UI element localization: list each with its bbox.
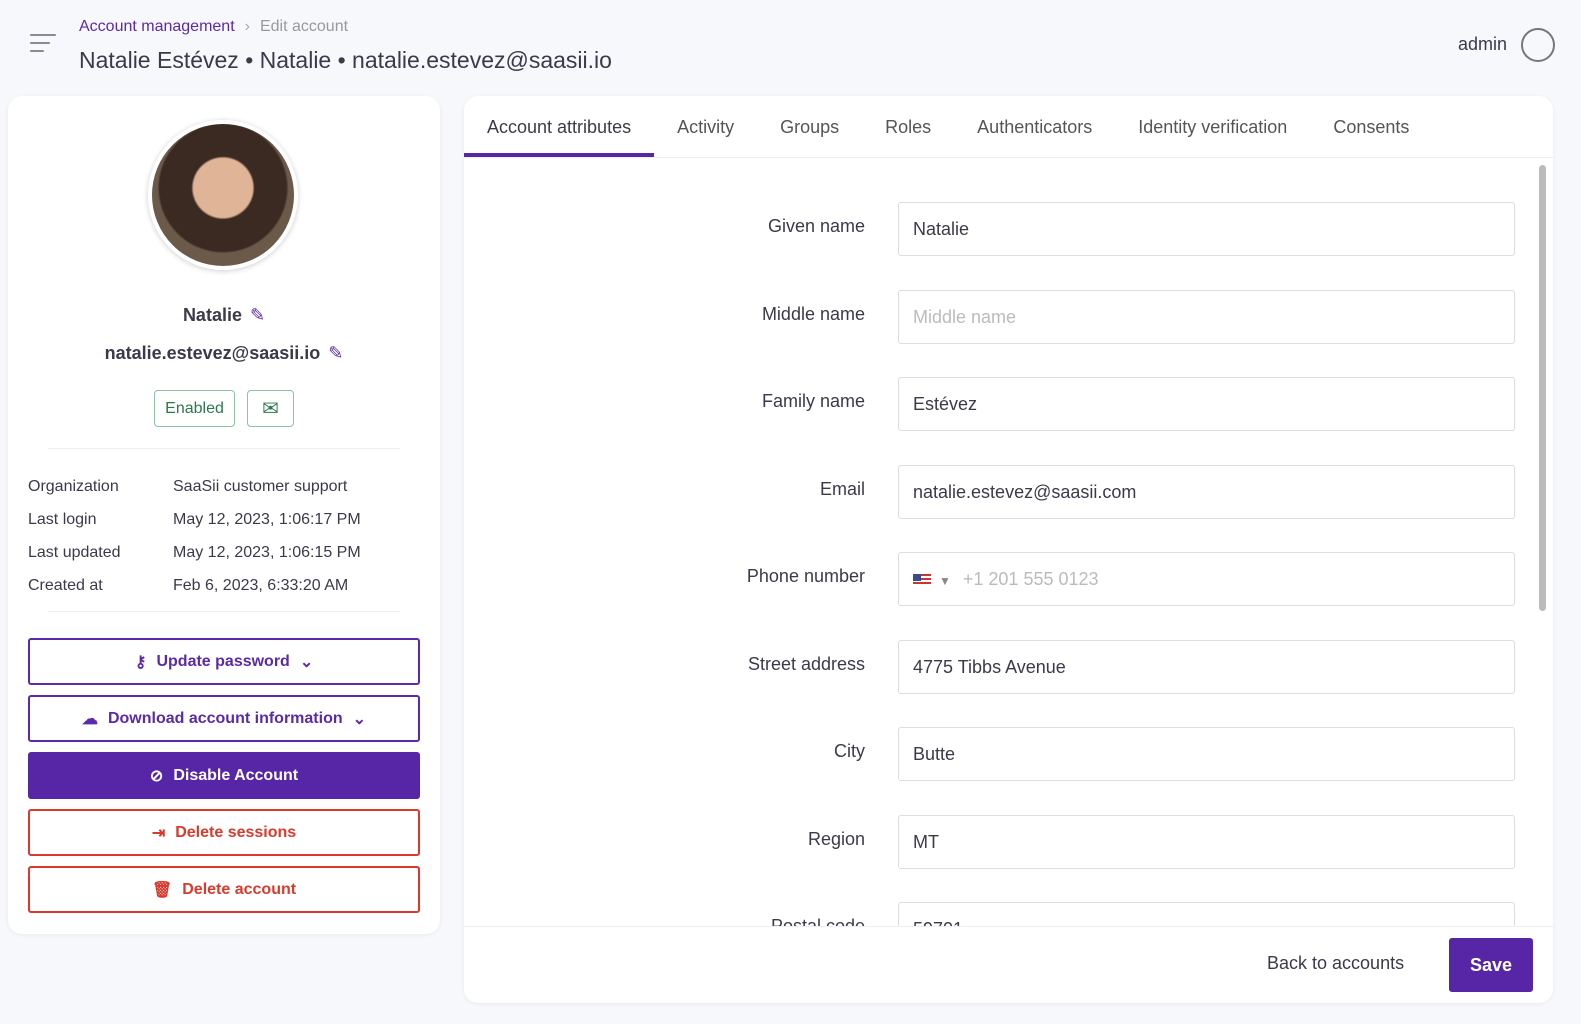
scrollbar[interactable]	[1539, 165, 1546, 611]
info-label: Last login	[28, 511, 97, 528]
us-flag-icon[interactable]	[913, 574, 931, 587]
save-button[interactable]: Save	[1449, 938, 1533, 992]
button-label: Update password	[156, 652, 290, 670]
key-icon: ⚷	[134, 653, 147, 671]
info-value: Feb 6, 2023, 6:33:20 AM	[173, 577, 349, 594]
button-label: Delete account	[182, 880, 297, 898]
phone-placeholder: +1 201 555 0123	[962, 569, 1099, 589]
breadcrumb: Account management › Edit account	[79, 18, 348, 36]
menu-icon[interactable]	[30, 34, 56, 58]
page-title: Natalie Estévez • Natalie • natalie.este…	[79, 47, 612, 73]
region-label: Region	[807, 829, 865, 849]
tab-authenticators[interactable]: Authenticators	[977, 117, 1093, 137]
info-label: Organization	[28, 478, 119, 495]
mail-icon[interactable]: ✉	[247, 390, 294, 427]
given-name-input[interactable]: Natalie	[898, 202, 1515, 256]
tab-groups[interactable]: Groups	[780, 117, 840, 137]
button-label: Disable Account	[173, 766, 299, 784]
info-value: May 12, 2023, 1:06:17 PM	[173, 511, 361, 528]
divider	[48, 611, 400, 612]
email-label: Email	[819, 479, 865, 499]
profile-email-row: natalie.estevez@saasii.io ✎	[0, 343, 448, 364]
city-input[interactable]: Butte	[898, 727, 1515, 781]
trash-icon: 🗑	[151, 881, 173, 899]
edit-pencil-icon[interactable]: ✎	[328, 343, 344, 363]
middle-name-label: Middle name	[761, 304, 865, 324]
profile-name: Natalie	[182, 305, 242, 325]
info-label: Last updated	[28, 544, 121, 561]
button-label: Delete sessions	[175, 823, 297, 841]
profile-email: natalie.estevez@saasii.io	[104, 343, 321, 363]
postal-code-label: Postal code	[770, 916, 865, 926]
status-badge: Enabled	[154, 390, 235, 427]
logout-icon: ⇥	[151, 824, 166, 842]
disable-account-button[interactable]: ⊘ Disable Account	[28, 752, 420, 799]
tab-account-attributes[interactable]: Account attributes	[464, 96, 655, 157]
street-input[interactable]: 4775 Tibbs Avenue	[898, 640, 1515, 694]
profile-name-row: Natalie ✎	[0, 305, 448, 326]
avatar	[148, 120, 298, 270]
city-label: City	[834, 741, 865, 761]
chevron-down-icon: ⌄	[352, 710, 367, 728]
info-value: May 12, 2023, 1:06:15 PM	[173, 544, 361, 561]
tab-roles[interactable]: Roles	[885, 117, 932, 137]
download-account-button[interactable]: ☁ Download account information ⌄	[28, 695, 420, 742]
chevron-right-icon: ›	[244, 18, 250, 35]
family-name-label: Family name	[761, 391, 865, 411]
delete-account-button[interactable]: 🗑 Delete account	[28, 866, 420, 913]
postal-code-input[interactable]: 59701	[898, 902, 1515, 926]
user-name[interactable]: admin	[1457, 34, 1507, 54]
region-input[interactable]: MT	[898, 815, 1515, 869]
edit-pencil-icon[interactable]: ✎	[249, 305, 266, 325]
info-value: SaaSii customer support	[173, 478, 348, 495]
footer-divider	[464, 926, 1553, 927]
button-label: Download account information	[107, 709, 343, 727]
breadcrumb-edit-account: Edit account	[259, 18, 349, 35]
delete-sessions-button[interactable]: ⇥ Delete sessions	[28, 809, 420, 856]
caret-down-icon[interactable]: ▼	[939, 574, 951, 588]
middle-name-input[interactable]: Middle name	[898, 290, 1515, 344]
phone-label: Phone number	[746, 566, 865, 586]
cloud-download-icon: ☁	[81, 710, 98, 728]
chevron-down-icon: ⌄	[299, 653, 314, 671]
back-to-accounts-button[interactable]: Back to accounts	[1267, 953, 1405, 973]
tab-activity[interactable]: Activity	[677, 117, 735, 137]
tab-bar: Account attributes Activity Groups Roles…	[464, 96, 1553, 158]
street-label: Street address	[747, 654, 865, 674]
user-avatar-icon[interactable]	[1521, 28, 1555, 62]
divider	[48, 448, 400, 449]
update-password-button[interactable]: ⚷ Update password ⌄	[28, 638, 420, 685]
info-label: Created at	[28, 577, 103, 594]
user-off-icon: ⊘	[149, 767, 164, 785]
email-input[interactable]: natalie.estevez@saasii.com	[898, 465, 1515, 519]
family-name-input[interactable]: Estévez	[898, 377, 1515, 431]
phone-input[interactable]: ▼ +1 201 555 0123	[898, 552, 1515, 606]
given-name-label: Given name	[767, 216, 865, 236]
breadcrumb-account-management[interactable]: Account management	[79, 18, 235, 35]
tab-consents[interactable]: Consents	[1333, 117, 1410, 137]
tab-identity-verification[interactable]: Identity verification	[1138, 117, 1288, 137]
account-attributes-form: Given name Natalie Middle name Middle name…	[464, 160, 1536, 926]
account-info: Organization SaaSii customer support Last…	[28, 470, 361, 602]
